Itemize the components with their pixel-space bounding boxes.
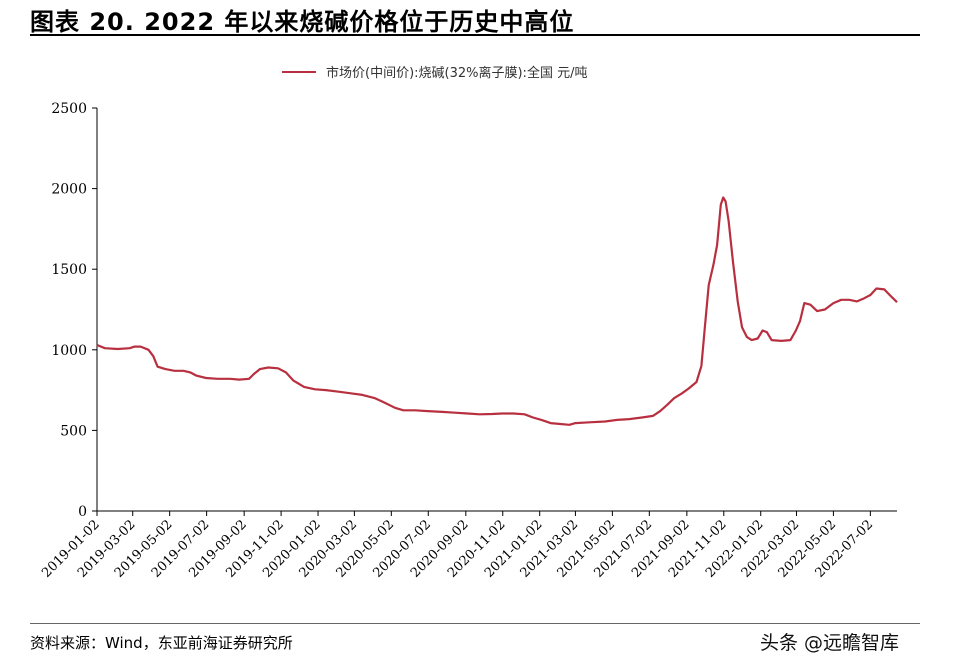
- figure-title: 图表 20. 2022 年以来烧碱价格位于历史中高位: [30, 8, 575, 36]
- source-note: 资料来源：Wind，东亚前海证券研究所: [30, 634, 293, 652]
- legend-swatch: [282, 70, 316, 73]
- y-tick-label: 500: [60, 423, 87, 439]
- legend-label: 市场价(中间价):烧碱(32%离子膜):全国 元/吨: [326, 66, 588, 81]
- y-tick-label: 0: [78, 504, 87, 520]
- series-line: [96, 196, 898, 426]
- y-tick-label: 2000: [51, 182, 87, 198]
- title-rule: [30, 34, 920, 36]
- chart-legend: 市场价(中间价):烧碱(32%离子膜):全国 元/吨: [282, 62, 587, 81]
- y-tick-label: 1500: [51, 262, 87, 278]
- bottom-rule: [30, 623, 920, 624]
- y-tick-label: 2500: [51, 101, 87, 117]
- y-tick-label: 1000: [51, 343, 87, 359]
- watermark: 头条 @远瞻智库: [760, 632, 900, 654]
